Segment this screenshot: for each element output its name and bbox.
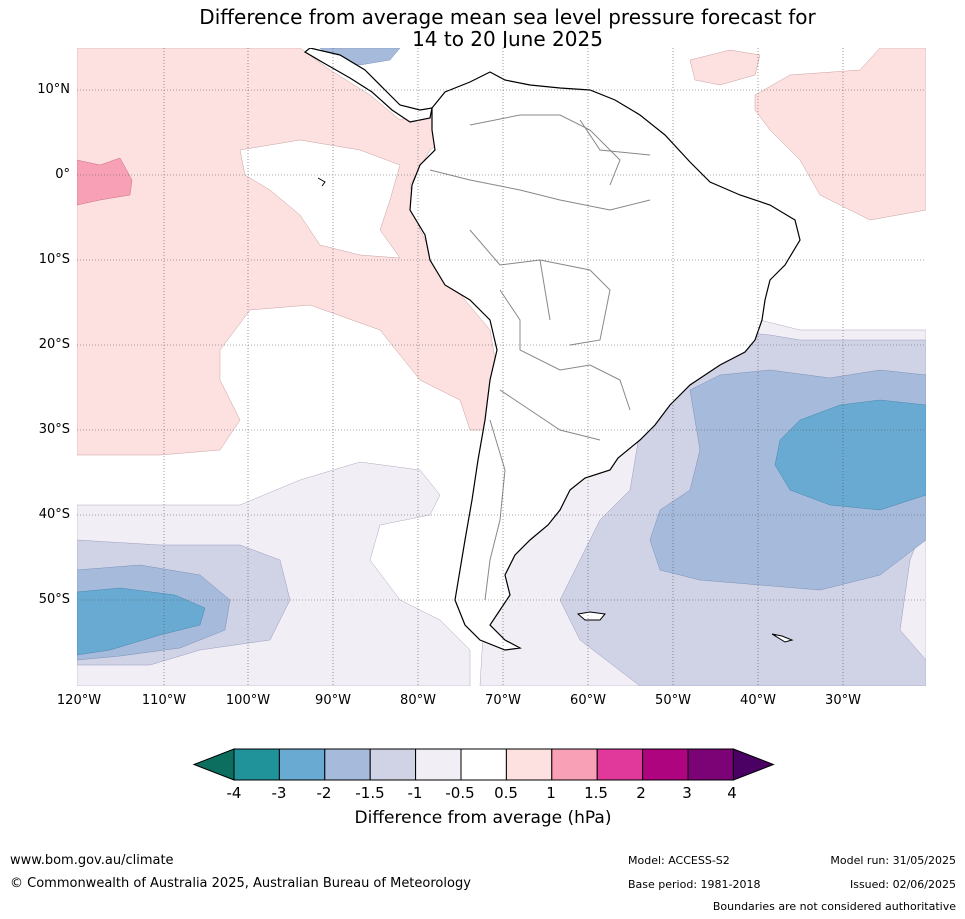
central-america-land (303, 48, 433, 123)
lat-label-10s: 10°S (38, 252, 70, 267)
positive-anomaly-north-atlantic (754, 48, 926, 221)
base-period-text: Base period: 1981-2018 (628, 878, 761, 891)
lon-label-60w: 60°W (570, 693, 606, 708)
colorbar-segment (233, 748, 280, 781)
south-america-land (409, 71, 801, 651)
colorbar-segment (687, 748, 734, 781)
lon-label-100w: 100°W (225, 693, 271, 708)
country-borders (429, 114, 651, 601)
copyright-text: © Commonwealth of Australia 2025, Austra… (10, 876, 471, 891)
positive-anomaly-core (77, 157, 133, 206)
white-gap-east-pacific (239, 139, 401, 259)
negative-anomaly-lvl4-pacific (77, 587, 206, 656)
map-area (77, 48, 926, 686)
website-link[interactable]: www.bom.gov.au/climate (10, 853, 174, 868)
positive-anomaly-atlantic-small (689, 49, 761, 86)
lat-label-0: 0° (55, 167, 70, 182)
colorbar-tick: 3 (682, 784, 692, 802)
colorbar-label: Difference from average (hPa) (354, 808, 612, 828)
colorbar (192, 748, 775, 781)
lat-label-30s: 30°S (38, 422, 70, 437)
lon-label-90w: 90°W (315, 693, 351, 708)
colorbar-tick: -1.5 (355, 784, 385, 802)
negative-anomaly-lvl4-atlantic (774, 399, 926, 511)
colorbar-tick: -4 (226, 784, 242, 802)
lon-label-120w: 120°W (56, 693, 102, 708)
colorbar-segment (324, 748, 371, 781)
colorbar-segment (596, 748, 644, 781)
lon-label-50w: 50°W (655, 693, 691, 708)
lat-label-50s: 50°S (38, 592, 70, 607)
lon-label-70w: 70°W (485, 693, 521, 708)
colorbar-tick: 0.5 (494, 784, 518, 802)
colorbar-tick: -0.5 (445, 784, 475, 802)
colorbar-segment (551, 748, 598, 781)
colorbar-segment (415, 748, 462, 781)
colorbar-extend-low (192, 748, 235, 781)
colorbar-tick: 1 (546, 784, 556, 802)
map-title-line1: Difference from average mean sea level p… (199, 5, 816, 29)
colorbar-segment (278, 748, 326, 781)
lon-label-80w: 80°W (400, 693, 436, 708)
colorbar-tick: -3 (271, 784, 287, 802)
model-run-text: Model run: 31/05/2025 (830, 854, 956, 867)
graticule (77, 48, 926, 686)
colorbar-tick: 2 (636, 784, 646, 802)
colorbar-segment (505, 748, 553, 781)
issued-text: Issued: 02/06/2025 (849, 878, 956, 891)
lon-label-40w: 40°W (740, 693, 776, 708)
colorbar-tick: -1 (407, 784, 423, 802)
galapagos-islands (317, 177, 326, 187)
colorbar-segment (369, 748, 417, 781)
map-title-line2: 14 to 20 June 2025 (412, 27, 603, 51)
colorbar-segment (642, 748, 689, 781)
lat-label-20s: 20°S (38, 337, 70, 352)
lon-label-110w: 110°W (141, 693, 187, 708)
lon-label-30w: 30°W (825, 693, 861, 708)
disclaimer-text: Boundaries are not considered authoritat… (712, 900, 956, 913)
colorbar-tick: -2 (316, 784, 332, 802)
colorbar-extend-high (732, 748, 775, 781)
lat-label-40s: 40°S (38, 507, 70, 522)
colorbar-tick: 1.5 (584, 784, 608, 802)
colorbar-segment (460, 748, 507, 781)
colorbar-tick: 4 (727, 784, 737, 802)
lat-label-10n: 10°N (37, 82, 70, 97)
model-text: Model: ACCESS-S2 (628, 854, 730, 867)
south-georgia (771, 633, 794, 643)
